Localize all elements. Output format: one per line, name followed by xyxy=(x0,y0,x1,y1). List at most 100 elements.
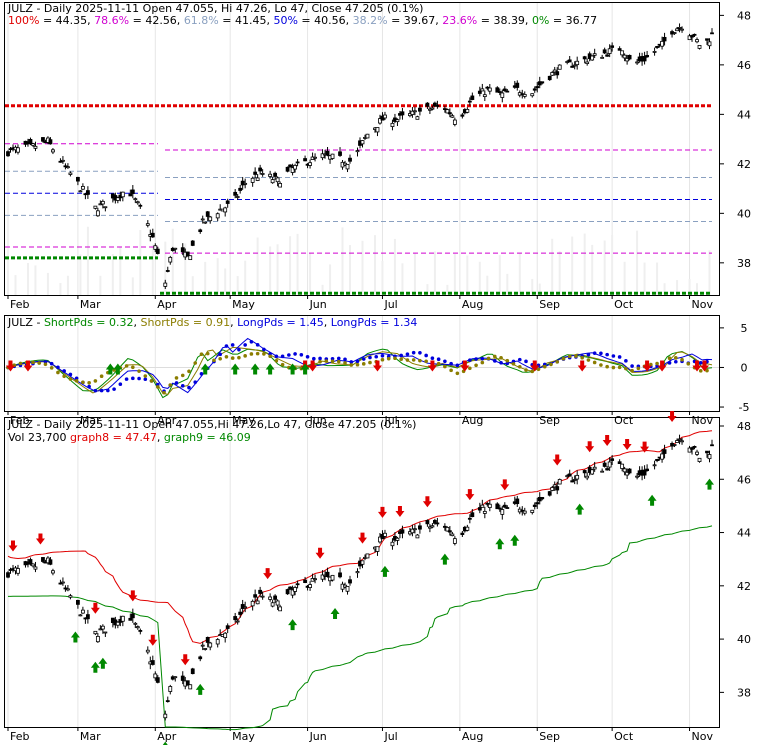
price-candle xyxy=(378,118,382,124)
fib-legend-pct: 0% xyxy=(532,14,549,27)
longpds-dot xyxy=(674,359,678,364)
price-candle xyxy=(635,61,640,64)
osc-buy-arrow xyxy=(300,363,310,375)
signal-candle xyxy=(31,563,35,567)
price-candle xyxy=(413,110,417,113)
signal-candle xyxy=(540,497,545,500)
price-candle xyxy=(467,100,472,103)
signal-candle xyxy=(497,507,502,510)
price-candle xyxy=(16,147,20,153)
osc-buy-arrow xyxy=(113,363,123,375)
longpds-dot xyxy=(455,363,460,368)
fib-legend-value: = 36.77 xyxy=(549,14,597,27)
price-candle xyxy=(690,35,694,38)
signal-candle xyxy=(133,622,138,625)
price-candle xyxy=(223,207,228,213)
price-candle xyxy=(290,167,295,173)
price-candle xyxy=(215,213,220,219)
longpds-dot xyxy=(611,354,616,358)
sell-arrow xyxy=(500,479,510,491)
shortpds-dot xyxy=(368,360,372,365)
price-candle xyxy=(662,36,667,42)
fib-legend-pct: 38.2% xyxy=(353,14,388,27)
signal-candle xyxy=(278,606,283,612)
price-candle xyxy=(165,270,170,272)
signal-candle xyxy=(51,570,55,574)
shortpds-dot xyxy=(443,364,447,369)
osc-month-label: Aug xyxy=(462,414,483,427)
osc-sell-arrow xyxy=(5,360,15,372)
buy-arrow xyxy=(575,503,585,515)
signal-candle xyxy=(355,571,360,574)
price-candle xyxy=(303,158,307,162)
fib-legend-value: = 38.39, xyxy=(477,14,532,27)
sell-arrow xyxy=(315,547,325,559)
signal-candle xyxy=(313,578,317,581)
signal-month-label: Aug xyxy=(462,730,483,743)
signal-candle xyxy=(130,613,135,619)
shortpds-dot xyxy=(93,379,98,383)
price-candle xyxy=(66,166,70,169)
sell-arrow xyxy=(465,489,475,501)
signal-candle xyxy=(617,461,622,465)
shortpds-dot xyxy=(124,364,129,368)
price-candle xyxy=(610,45,615,48)
longpds-dot xyxy=(62,369,66,373)
shortpds-dot xyxy=(230,356,235,360)
longpds-dot xyxy=(243,343,247,347)
shortpds-dot xyxy=(630,368,634,373)
shortpds-dot xyxy=(218,356,222,361)
price-candle xyxy=(345,164,350,170)
shortpds-dot xyxy=(87,380,91,385)
shortpds-dot xyxy=(617,365,622,370)
osc-month-label: Nov xyxy=(692,414,714,427)
shortpds-dot xyxy=(255,351,260,356)
shortpds-dot xyxy=(418,358,422,363)
signal-candle xyxy=(33,566,38,570)
signal-candle xyxy=(48,559,53,565)
shortpds-dot xyxy=(336,359,341,364)
signal-candle xyxy=(567,473,572,477)
price-ytick-label: 38 xyxy=(737,257,751,270)
longpds-dot xyxy=(586,352,591,357)
longpds-dot xyxy=(224,344,229,348)
signal-candle xyxy=(58,582,63,585)
shortpds-dot xyxy=(131,365,135,370)
longpds-dot xyxy=(374,354,379,359)
longpds-dot xyxy=(287,353,291,357)
oscillator-legend: JULZ - ShortPds = 0.32, ShortPds = 0.91,… xyxy=(7,316,417,329)
signal-candle xyxy=(115,621,120,626)
longpds-dot xyxy=(474,357,478,361)
signal-candle xyxy=(620,463,625,469)
buy-arrow xyxy=(288,619,298,631)
price-candle xyxy=(138,204,143,207)
signal-candle xyxy=(66,588,70,591)
signal-candle xyxy=(445,527,450,532)
fib-legend-value: = 42.56, xyxy=(129,14,184,27)
longpds-dot xyxy=(605,352,609,357)
longpds-dot xyxy=(624,359,628,363)
signal-month-label: Feb xyxy=(10,730,29,743)
price-candle xyxy=(198,229,203,232)
signal-candle xyxy=(165,700,170,703)
longpds-dot xyxy=(237,347,241,352)
signal-month-label: May xyxy=(232,730,255,743)
graph9-line xyxy=(8,525,713,731)
price-candle xyxy=(400,111,405,116)
shortpds-dot xyxy=(349,363,354,367)
price-candle xyxy=(697,44,702,49)
longpds-dot xyxy=(430,356,435,361)
signal-candle xyxy=(662,449,667,454)
signal-candle xyxy=(338,572,342,578)
longpds-dot xyxy=(193,380,198,384)
shortpds-dot xyxy=(393,356,397,361)
longpds-dot xyxy=(93,388,98,393)
longpds-dot xyxy=(249,339,254,344)
shortpds-dot xyxy=(43,362,48,367)
shortpds-dot xyxy=(449,368,453,373)
price-candle xyxy=(295,161,300,164)
shortpds-dot xyxy=(580,355,584,360)
signal-candle xyxy=(635,475,640,478)
osc-buy-arrow xyxy=(250,363,260,375)
